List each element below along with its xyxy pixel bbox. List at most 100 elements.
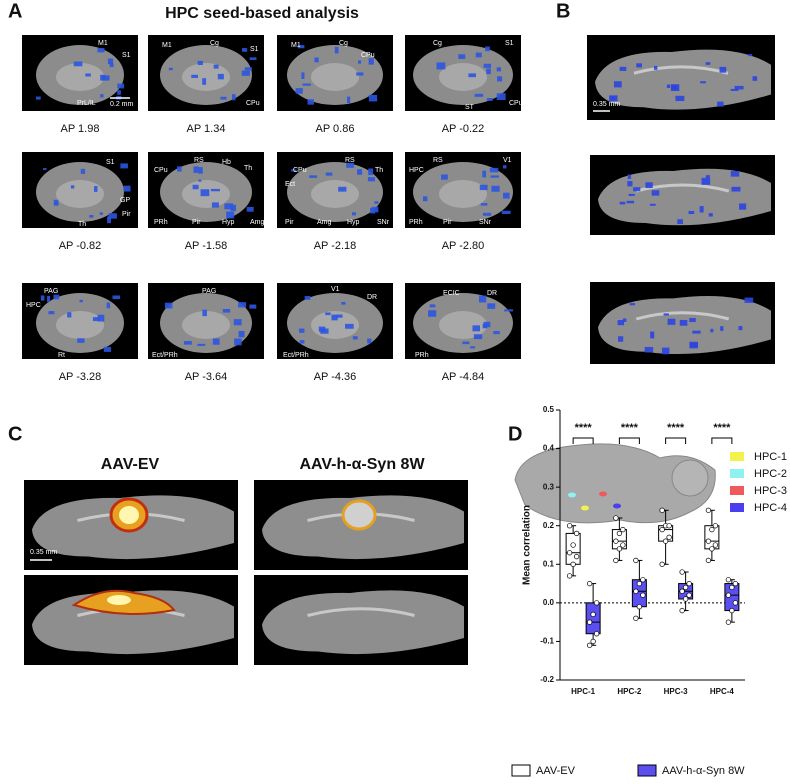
activation-blob <box>356 72 364 76</box>
activation-blob <box>744 297 754 303</box>
activation-blob <box>222 308 231 313</box>
data-point <box>636 604 643 610</box>
data-point <box>633 588 639 594</box>
legend-label: HPC-1 <box>754 451 787 463</box>
activation-blob <box>99 212 103 215</box>
region-label: DR <box>367 294 377 301</box>
activation-blob <box>661 347 670 355</box>
brain-section <box>56 63 104 91</box>
data-point <box>586 580 593 587</box>
region-label: Pir <box>443 219 452 226</box>
activation-blob <box>482 212 492 216</box>
activation-blob <box>734 85 744 90</box>
activation-blob <box>491 185 500 192</box>
region-label: PRh <box>154 219 168 226</box>
region-label: DR <box>487 290 497 297</box>
activation-blob <box>618 336 624 342</box>
activation-blob <box>496 93 506 101</box>
activation-blob <box>249 304 257 309</box>
activation-blob <box>475 52 482 58</box>
activation-blob <box>636 63 642 68</box>
activation-blob <box>478 295 487 303</box>
activation-blob <box>302 83 311 86</box>
activation-blob <box>177 166 182 172</box>
data-point <box>659 507 665 513</box>
data-point <box>616 530 623 537</box>
activation-blob <box>619 201 626 205</box>
data-point <box>732 580 739 587</box>
brain-section <box>56 311 104 339</box>
activation-blob <box>470 346 476 349</box>
brain-section <box>439 180 487 208</box>
activation-blob <box>482 170 487 178</box>
activation-blob <box>336 314 343 318</box>
activation-blob <box>120 163 128 169</box>
region-label: Th <box>78 221 86 228</box>
data-point <box>682 596 689 602</box>
activation-blob <box>613 81 622 88</box>
data-point <box>586 642 593 648</box>
region-label: M1 <box>291 42 301 49</box>
activation-blob <box>77 338 85 343</box>
activation-blob <box>192 184 199 190</box>
activation-blob <box>345 323 354 329</box>
activation-blob <box>85 73 91 77</box>
activation-blob <box>489 167 499 173</box>
region-label: Pir <box>285 219 294 226</box>
activation-blob <box>107 216 111 224</box>
box <box>585 602 601 635</box>
data-point <box>640 592 646 598</box>
data-point <box>593 631 600 637</box>
activation-blob <box>109 63 114 68</box>
activation-blob <box>609 95 618 102</box>
region-label: Ect <box>285 181 295 188</box>
activation-blob <box>720 326 724 331</box>
activation-blob <box>241 48 248 52</box>
activation-blob <box>40 295 45 301</box>
data-point <box>566 523 573 529</box>
ap-label: AP -2.18 <box>314 240 357 252</box>
region-label: PAG <box>44 288 58 295</box>
activation-blob <box>89 214 94 218</box>
region-label: Th <box>244 165 252 172</box>
activation-blob <box>314 57 319 63</box>
activation-blob <box>97 48 105 53</box>
activation-blob <box>241 70 250 76</box>
data-point <box>573 553 580 560</box>
data-point <box>686 580 692 587</box>
activation-blob <box>217 73 224 80</box>
region-label: Hyp <box>222 219 235 226</box>
ap-label: AP 0.86 <box>316 123 355 135</box>
activation-blob <box>351 212 357 216</box>
activation-blob <box>183 341 192 345</box>
y-tick-label: 0.0 <box>543 598 555 607</box>
seed-region <box>581 505 589 511</box>
activation-blob <box>651 190 660 196</box>
activation-blob <box>168 67 173 71</box>
activation-blob <box>70 185 75 189</box>
activation-blob <box>213 64 219 69</box>
region-label: ST <box>465 104 475 111</box>
region-label: V1 <box>503 157 512 164</box>
activation-blob <box>212 338 220 345</box>
activation-blob <box>117 90 121 95</box>
activation-blob <box>325 172 333 176</box>
activation-blob <box>626 200 635 204</box>
activation-blob <box>197 60 203 66</box>
activation-blob <box>730 171 740 177</box>
activation-blob <box>705 62 711 65</box>
activation-blob <box>357 169 363 175</box>
brain-3d <box>514 443 716 524</box>
region-label: SNr <box>377 219 390 226</box>
activation-blob <box>304 295 311 300</box>
activation-blob <box>210 188 220 192</box>
brain-section <box>311 63 359 91</box>
activation-blob <box>675 95 685 102</box>
activation-blob <box>422 196 428 202</box>
activation-blob <box>94 186 98 192</box>
activation-blob <box>299 328 305 333</box>
data-point <box>593 600 600 606</box>
x-tick-label: HPC-1 <box>571 687 596 696</box>
activation-blob <box>479 184 488 191</box>
activation-blob <box>748 53 753 57</box>
